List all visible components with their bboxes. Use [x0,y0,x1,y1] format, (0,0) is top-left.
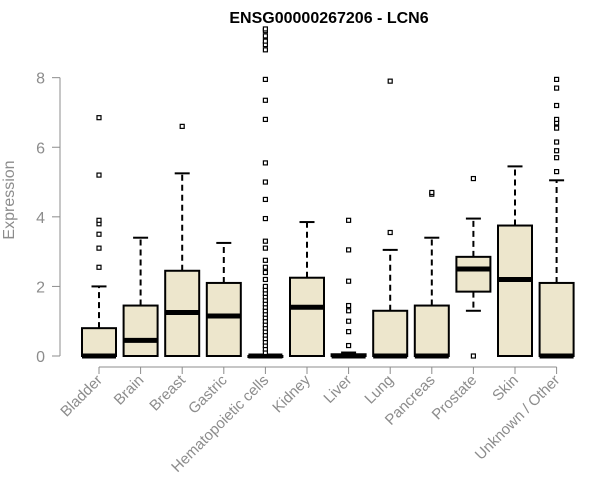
outlier-point [262,33,268,39]
outlier-point [262,276,268,283]
y-tick-label: 2 [36,279,45,296]
outlier-point [96,217,102,223]
box-body [122,304,159,358]
box-kidney [289,221,325,357]
y-tick-label: 0 [36,349,45,366]
boxes-group [81,26,575,359]
outlier-point [262,283,268,290]
outlier-point [262,257,268,263]
box-body [413,304,450,358]
outlier-point [262,264,268,270]
box-liver [330,217,367,359]
y-tick-label: 6 [36,140,45,157]
box-breast [164,123,201,357]
x-tick-label: Bladder [57,372,106,421]
box-gastric [205,241,242,357]
outlier-point [96,172,102,178]
box-body [289,276,325,357]
outlier-point [346,278,352,284]
outlier-point [470,353,476,359]
y-axis-label: Expression [1,160,18,239]
box-body [455,255,492,293]
box-lung [372,78,409,359]
outlier-point [346,302,352,309]
outlier-point [429,189,435,196]
outlier-point [262,38,268,44]
x-tick-label: Brain [111,372,148,409]
outlier-point [346,342,352,349]
y-tick-label: 8 [36,71,45,88]
box-hematopoietic-cells [247,26,284,359]
outlier-point [553,139,560,145]
outlier-point [346,329,352,335]
outlier-point [262,238,268,244]
box-body [538,281,575,357]
x-tick-label: Lung [361,372,397,408]
chart-title: ENSG00000267206 - LCN6 [229,10,428,27]
x-tick-label: Kidney [269,371,314,416]
outlier-point [96,264,102,270]
outlier-point [387,229,393,236]
outlier-point [96,245,102,251]
outlier-point [262,97,268,103]
outlier-point [553,102,560,109]
outlier-point [262,26,268,32]
outlier-point [470,175,476,182]
box-skin [497,165,533,357]
outlier-point [262,160,268,166]
y-axis: 0 2 4 6 8 [36,71,61,366]
outlier-point [346,247,352,253]
box-body [372,309,409,358]
y-tick-label: 4 [36,210,45,227]
outlier-point [346,308,352,314]
outlier-point [96,115,102,121]
box-brain [122,236,159,358]
box-pancreas [413,189,450,359]
outlier-point [262,245,268,251]
outlier-point [262,76,268,83]
outlier-point [262,116,268,123]
outlier-point [553,76,560,83]
x-tick-label: Skin [489,372,522,405]
outlier-point [553,116,560,123]
x-tick-label: Breast [146,371,189,414]
outlier-point [553,125,560,131]
outlier-point [387,78,393,84]
outlier-point [262,215,268,222]
outlier-point [262,196,268,203]
box-body [205,281,242,357]
outlier-point [96,231,102,237]
outlier-point [553,85,560,91]
outlier-point [262,179,268,185]
box-body [81,327,117,357]
outlier-point [553,169,560,175]
x-tick-label: Prostate [429,372,481,424]
box-bladder [81,115,117,359]
x-tick-label: Liver [320,372,355,407]
box-body [497,224,533,357]
outlier-point [179,123,185,129]
box-prostate [455,175,492,359]
outlier-point [346,318,352,324]
box-unknown-other [538,76,575,359]
outlier-point [553,148,560,154]
outlier-point [262,47,268,53]
outlier-point [262,269,268,276]
outlier-point [346,217,352,223]
outlier-point [553,155,560,161]
